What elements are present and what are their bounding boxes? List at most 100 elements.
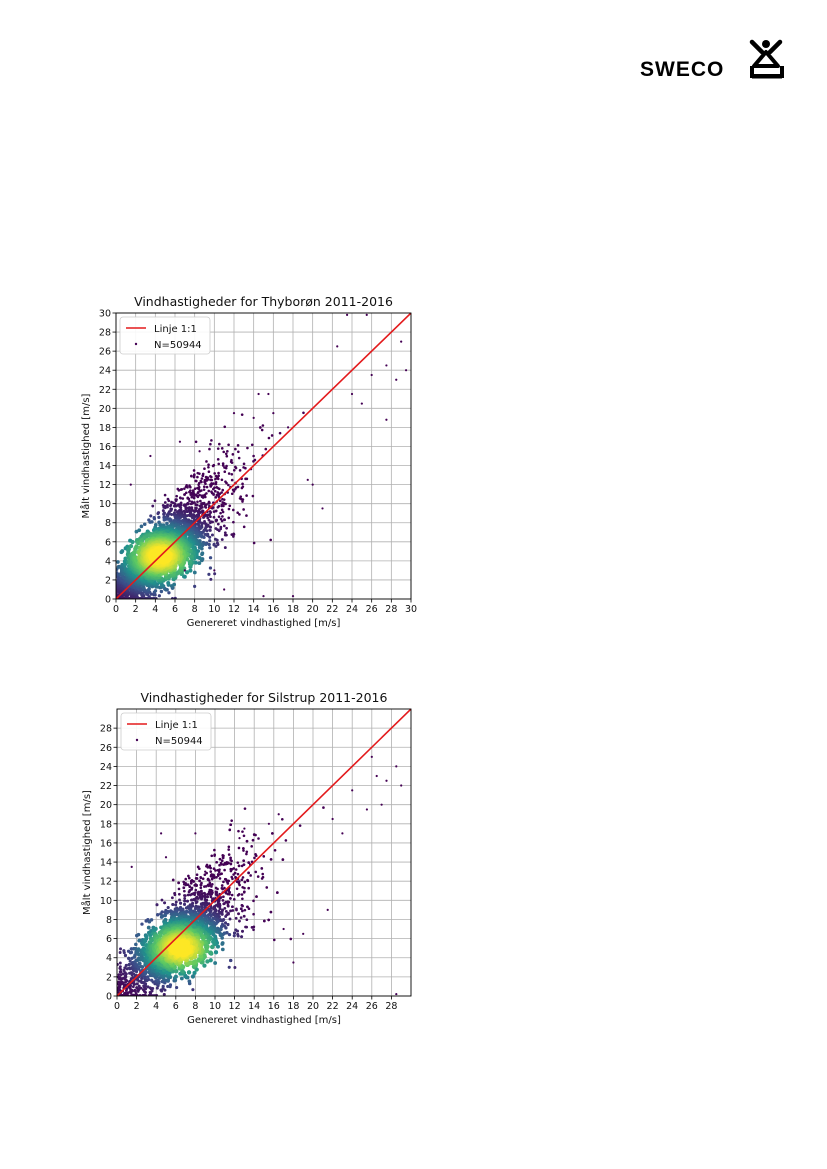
scatter-point: [174, 968, 179, 974]
scatter-point: [224, 909, 228, 913]
scatter-point: [269, 858, 273, 861]
scatter-point: [239, 916, 243, 919]
scatter-point: [221, 515, 224, 518]
scatter-point: [116, 592, 118, 595]
scatter-point: [216, 543, 220, 547]
scatter-point: [209, 866, 212, 870]
scatter-point: [221, 464, 225, 467]
scatter-point: [206, 895, 209, 899]
y-tick-label: 12: [100, 877, 112, 888]
scatter-point: [221, 887, 224, 891]
outlier-point: [385, 418, 388, 421]
scatter-point: [260, 877, 264, 880]
scatter-point: [216, 477, 220, 481]
scatter-point: [242, 466, 245, 469]
scatter-point: [251, 494, 255, 498]
scatter-point: [244, 477, 247, 481]
scatter-point: [146, 925, 151, 930]
x-tick-label: 20: [307, 604, 319, 615]
logo-text: SWECO: [640, 58, 725, 81]
outlier-point: [385, 364, 388, 367]
scatter-point: [203, 898, 207, 902]
scatter-point: [215, 860, 218, 864]
scatter-point: [240, 878, 244, 882]
scatter-point: [227, 507, 231, 511]
scatter-point: [207, 470, 211, 474]
scatter-point: [210, 475, 213, 479]
scatter-point: [227, 483, 230, 487]
scatter-point: [252, 541, 256, 545]
scatter-point: [237, 912, 240, 916]
scatter-point: [243, 908, 247, 912]
scatter-point: [186, 893, 190, 897]
scatter-point: [245, 514, 248, 517]
scatter-point: [202, 516, 205, 519]
scatter-point: [210, 854, 214, 858]
scatter-point: [153, 499, 157, 503]
scatter-point: [192, 880, 195, 883]
scatter-point: [156, 512, 160, 516]
y-axis-label: Målt vindhastighed [m/s]: [79, 393, 92, 518]
scatter-point: [235, 880, 239, 883]
x-tick-label: 2: [133, 604, 139, 615]
scatter-point: [220, 884, 224, 887]
scatter-point: [230, 859, 233, 863]
scatter-point: [245, 850, 249, 854]
scatter-point: [149, 514, 153, 518]
scatter-point: [210, 944, 215, 950]
scatter-point: [219, 527, 223, 531]
sweco-logo-icon: [749, 39, 784, 79]
scatter-point: [184, 877, 188, 881]
scatter-point: [243, 807, 247, 810]
scatter-point: [209, 870, 213, 873]
scatter-point: [259, 426, 262, 429]
scatter-point: [130, 539, 135, 545]
scatter-point: [218, 877, 222, 880]
scatter-point: [171, 878, 175, 882]
scatter-point: [209, 895, 213, 899]
scatter-point: [201, 894, 205, 898]
y-tick-label: 14: [100, 858, 112, 869]
scatter-point: [192, 570, 197, 575]
scatter-point: [238, 469, 242, 472]
outlier-point: [336, 345, 339, 348]
scatter-point: [129, 950, 134, 955]
scatter-point: [218, 499, 222, 503]
scatter-point: [215, 876, 218, 879]
scatter-point: [224, 452, 228, 456]
scatter-point: [167, 591, 171, 595]
scatter-point: [118, 988, 122, 992]
scatter-point: [247, 886, 250, 890]
scatter-point: [212, 543, 216, 547]
scatter-point: [118, 965, 122, 969]
scatter-point: [247, 907, 251, 911]
scatter-point: [119, 973, 123, 977]
scatter-point: [232, 469, 236, 472]
scatter-point: [284, 839, 288, 842]
scatter-point: [273, 848, 277, 852]
scatter-point: [207, 879, 211, 882]
scatter-point: [269, 910, 273, 914]
scatter-point: [249, 874, 252, 877]
scatter-point: [184, 570, 190, 575]
scatter-point: [322, 806, 325, 809]
scatter-point: [197, 909, 201, 913]
scatter-point: [236, 511, 239, 514]
scatter-point: [135, 977, 139, 981]
scatter-point: [190, 495, 194, 499]
x-tick-label: 6: [172, 604, 178, 615]
scatter-point: [226, 449, 229, 453]
scatter-point: [240, 486, 244, 490]
scatter-point: [208, 521, 212, 525]
scatter-point: [302, 411, 305, 415]
scatter-point: [201, 877, 205, 881]
scatter-point: [173, 893, 177, 897]
scatter-point: [193, 487, 197, 491]
scatter-point: [267, 436, 271, 440]
scatter-point: [124, 972, 128, 976]
scatter-point: [136, 952, 141, 957]
scatter-point: [206, 516, 210, 520]
outlier-point: [286, 426, 290, 429]
scatter-point: [147, 587, 151, 591]
outlier-point: [395, 378, 398, 381]
